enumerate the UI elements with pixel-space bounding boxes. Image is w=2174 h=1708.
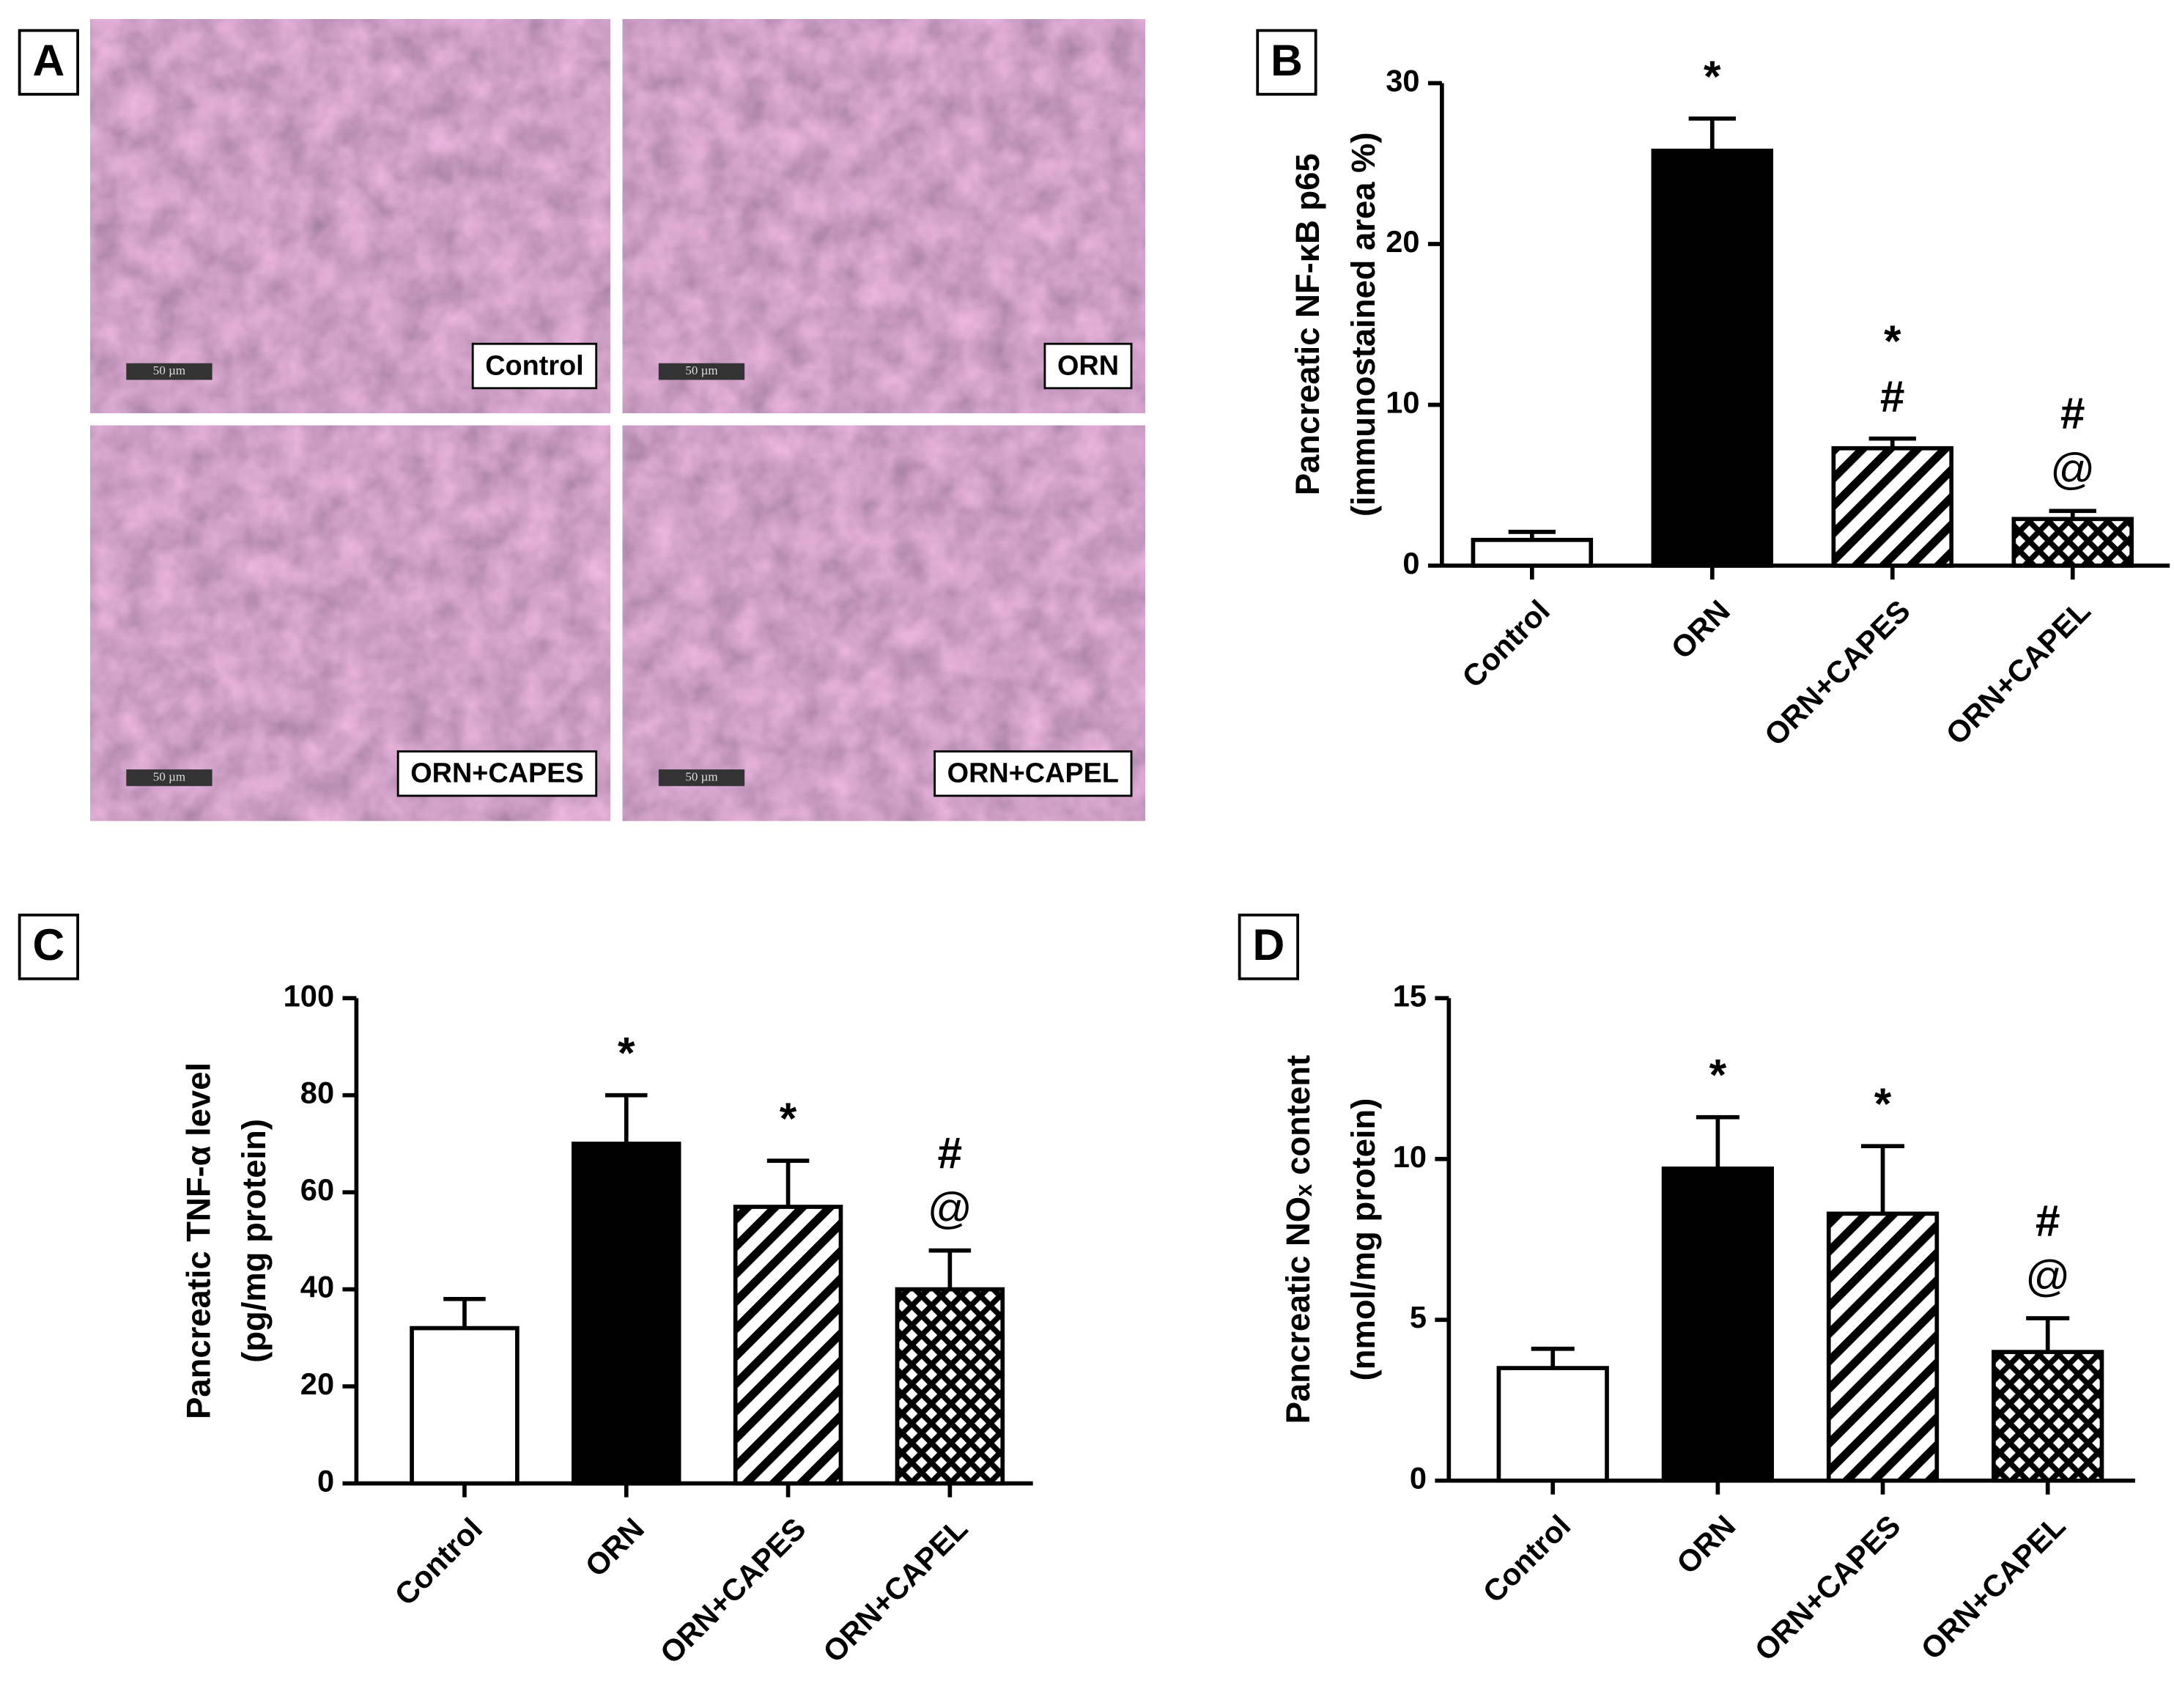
significance-mark: * bbox=[1704, 51, 1721, 101]
significance-mark: @ bbox=[2025, 1251, 2070, 1301]
y-tick-label: 15 bbox=[1393, 978, 1427, 1013]
label-box bbox=[1043, 342, 1133, 390]
bar bbox=[1471, 538, 1594, 568]
y-axis-label: (pg/mg protein) bbox=[235, 1119, 273, 1363]
y-tick-label: 0 bbox=[1410, 1461, 1427, 1496]
y-axis-label: (immunostained area %) bbox=[1345, 132, 1382, 517]
bar bbox=[572, 1142, 681, 1486]
y-tick-label: 40 bbox=[300, 1270, 334, 1304]
significance-mark: # bbox=[2060, 388, 2085, 438]
bar bbox=[1826, 1211, 1940, 1483]
x-tick-label: ORN bbox=[578, 1511, 651, 1583]
panel-label: B bbox=[1271, 35, 1303, 85]
panel-label: C bbox=[32, 920, 64, 969]
significance-mark: # bbox=[2036, 1195, 2060, 1245]
bar bbox=[2011, 517, 2134, 568]
bar bbox=[1661, 1167, 1775, 1483]
scale-bar bbox=[658, 769, 745, 786]
scale-bar bbox=[658, 363, 745, 380]
significance-mark: @ bbox=[2050, 443, 2095, 493]
scale-bar-label: 50 µm bbox=[685, 769, 717, 783]
significance-mark: * bbox=[780, 1093, 797, 1143]
significance-mark: # bbox=[938, 1128, 963, 1178]
x-tick-label: ORN bbox=[1664, 594, 1737, 666]
micrograph-label: ORN bbox=[1057, 350, 1119, 381]
y-tick-label: 80 bbox=[300, 1076, 334, 1110]
micrograph-label: ORN+CAPES bbox=[410, 758, 583, 789]
y-tick-label: 100 bbox=[284, 978, 334, 1013]
y-tick-label: 20 bbox=[300, 1367, 334, 1401]
x-tick-label: ORN bbox=[1670, 1508, 1742, 1581]
y-axis-label: Pancreatic TNF-α level bbox=[180, 1062, 217, 1419]
scale-bar-label: 50 µm bbox=[153, 769, 185, 783]
bar bbox=[1496, 1366, 1609, 1483]
x-tick-label: Control bbox=[388, 1511, 489, 1612]
x-tick-label: Control bbox=[1455, 594, 1556, 695]
scale-bar bbox=[126, 363, 212, 380]
y-tick-label: 10 bbox=[1393, 1139, 1427, 1174]
bar bbox=[733, 1205, 843, 1486]
bar bbox=[895, 1287, 1005, 1486]
bar bbox=[1992, 1350, 2104, 1483]
significance-mark: * bbox=[1884, 316, 1901, 366]
bar bbox=[1831, 446, 1954, 568]
x-tick-label: ORN+CAPEL bbox=[816, 1511, 975, 1669]
y-tick-label: 20 bbox=[1386, 224, 1419, 259]
panel-label-box bbox=[1256, 29, 1317, 96]
bar bbox=[1651, 148, 1774, 568]
y-axis-label: (nmol/mg protein) bbox=[1345, 1098, 1382, 1381]
scale-bar-label: 50 µm bbox=[153, 363, 185, 377]
panel-label-box bbox=[18, 913, 79, 980]
panel-label: D bbox=[1252, 920, 1284, 969]
micrograph-panel: A bbox=[18, 29, 79, 96]
significance-mark: * bbox=[1709, 1050, 1727, 1100]
y-tick-label: 0 bbox=[317, 1463, 334, 1498]
y-tick-label: 5 bbox=[1410, 1300, 1427, 1334]
panel-label: A bbox=[32, 35, 64, 85]
significance-mark: @ bbox=[928, 1183, 972, 1233]
y-axis-label: Pancreatic NOₓ content bbox=[1279, 1055, 1317, 1424]
y-tick-label: 0 bbox=[1402, 546, 1419, 580]
bar bbox=[410, 1326, 520, 1486]
scale-bar bbox=[126, 769, 212, 786]
x-tick-label: ORN+CAPES bbox=[1748, 1508, 1907, 1667]
x-tick-label: Control bbox=[1476, 1508, 1577, 1609]
significance-mark: # bbox=[1880, 371, 1905, 421]
y-tick-label: 60 bbox=[300, 1172, 334, 1207]
y-tick-label: 30 bbox=[1386, 64, 1419, 98]
panel-label-box bbox=[18, 29, 79, 96]
label-box bbox=[471, 342, 598, 390]
micrograph-label: ORN+CAPEL bbox=[947, 758, 1119, 789]
label-box bbox=[396, 750, 598, 797]
label-box bbox=[933, 750, 1133, 797]
x-tick-label: ORN+CAPES bbox=[653, 1511, 812, 1670]
x-tick-label: ORN+CAPES bbox=[1758, 594, 1917, 753]
y-tick-label: 10 bbox=[1386, 385, 1419, 419]
x-tick-label: ORN+CAPEL bbox=[1914, 1508, 2072, 1666]
significance-mark: * bbox=[1874, 1079, 1892, 1128]
micrograph-label: Control bbox=[485, 350, 583, 381]
panel-label-box bbox=[1238, 913, 1299, 980]
x-tick-label: ORN+CAPEL bbox=[1939, 594, 2097, 752]
y-axis-label: Pancreatic NF-κB p65 bbox=[1289, 153, 1326, 495]
scale-bar-label: 50 µm bbox=[685, 363, 717, 377]
significance-mark: * bbox=[618, 1028, 635, 1078]
